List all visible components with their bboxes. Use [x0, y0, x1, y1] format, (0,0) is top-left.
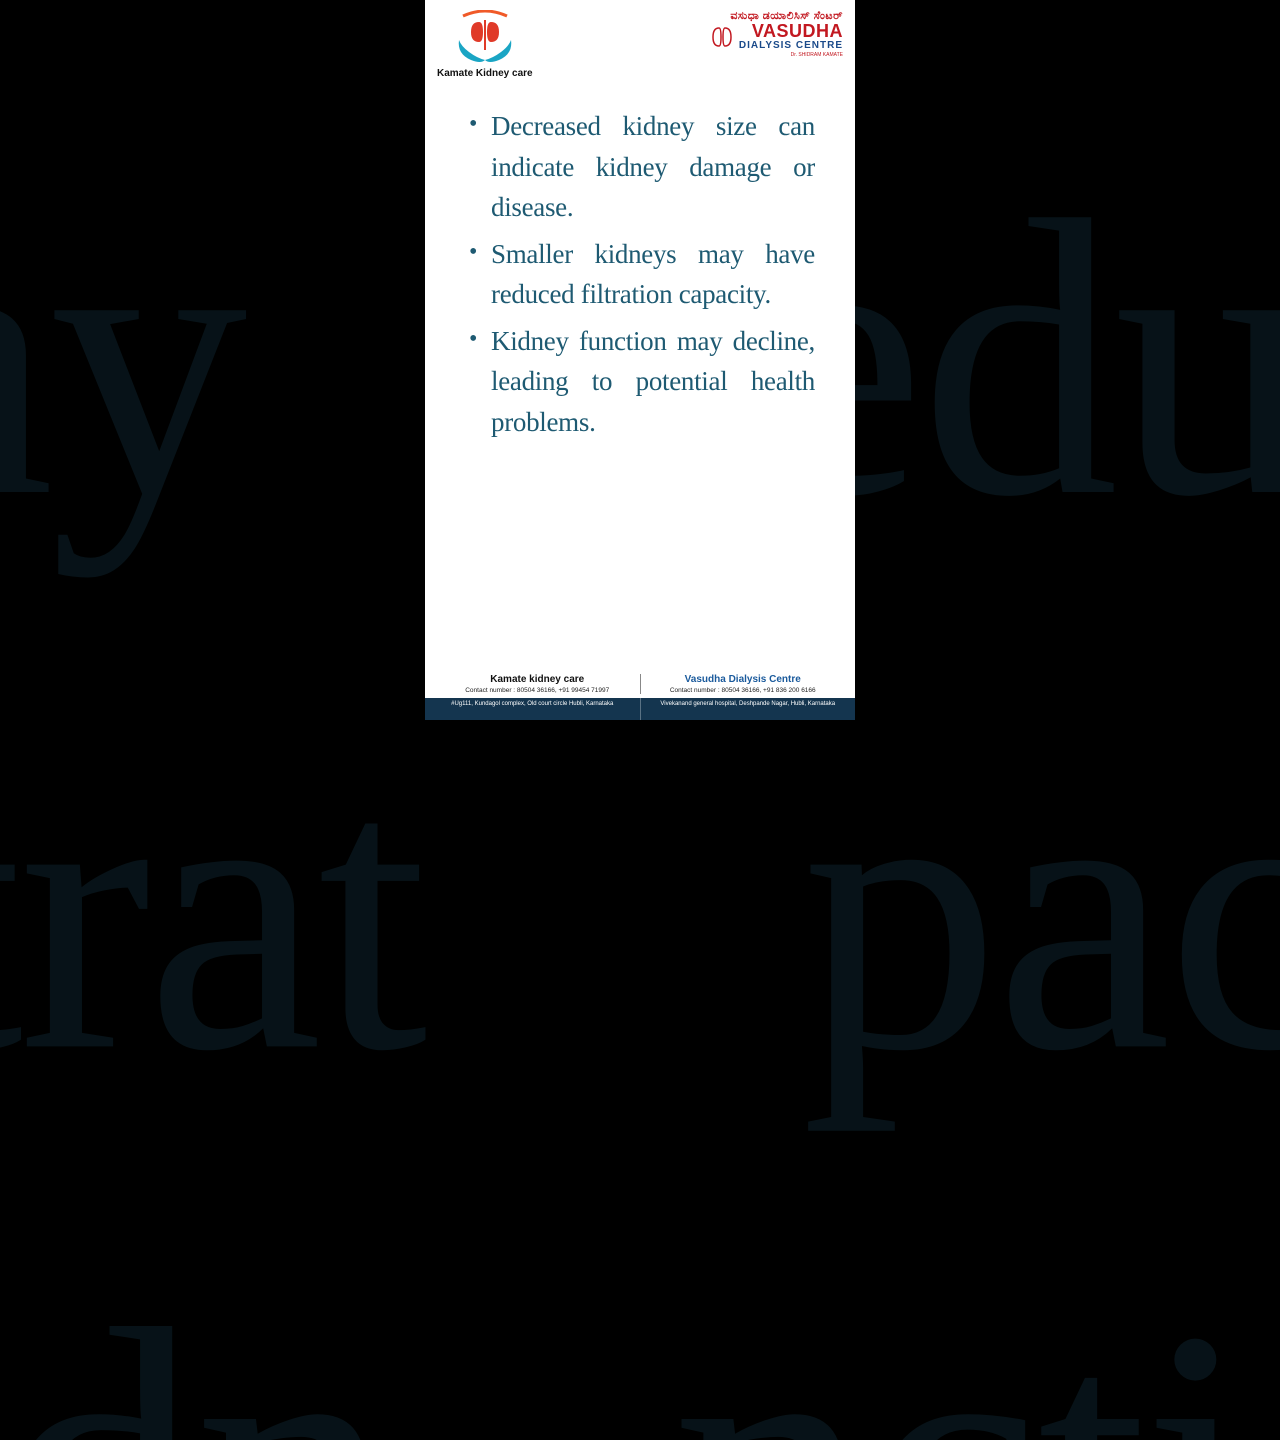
footer-right-col: Vasudha Dialysis Centre Contact number :… [641, 674, 846, 694]
bullet-item: Kidney function may decline, leading to … [465, 321, 815, 443]
bullet-item: Smaller kidneys may have reduced filtrat… [465, 234, 815, 315]
vasudha-title: VASUDHA [739, 23, 843, 40]
left-logo-block: Kamate Kidney care [437, 10, 533, 79]
footer-left-contact: Contact number : 80504 36166, +91 99454 … [441, 687, 634, 694]
doctor-name: Dr. SHIDRAM KAMATE [709, 52, 843, 58]
content-area: Decreased kidney size can indicate kidne… [425, 96, 855, 670]
kidney-hands-icon [453, 10, 517, 66]
footer-left-col: Kamate kidney care Contact number : 8050… [435, 674, 641, 694]
card-footer: Kamate kidney care Contact number : 8050… [425, 670, 855, 720]
card-header: Kamate Kidney care ವಸುಧಾ ಡಯಾಲಿಸಿಸ್ ಸೆಂಟರ… [425, 0, 855, 96]
footer-right-name: Vasudha Dialysis Centre [647, 674, 840, 685]
footer-address-bar: #Ug111, Kundagol complex, Old court circ… [425, 698, 855, 720]
bullet-item: Decreased kidney size can indicate kidne… [465, 106, 815, 228]
footer-contacts-row: Kamate kidney care Contact number : 8050… [425, 674, 855, 698]
right-logo-block: ವಸುಧಾ ಡಯಾಲಿಸಿಸ್ ಸೆಂಟರ್ VASUDHA DIALYSIS … [709, 10, 843, 58]
footer-left-address: #Ug111, Kundagol complex, Old court circ… [425, 698, 640, 720]
info-card: Kamate Kidney care ವಸುಧಾ ಡಯಾಲಿಸಿಸ್ ಸೆಂಟರ… [425, 0, 855, 720]
kidney-pair-icon [709, 24, 735, 50]
dialysis-subtitle: DIALYSIS CENTRE [739, 40, 843, 51]
left-logo-caption: Kamate Kidney care [437, 68, 533, 79]
footer-left-name: Kamate kidney care [441, 674, 634, 685]
footer-right-contact: Contact number : 80504 36166, +91 836 20… [647, 687, 840, 694]
footer-right-address: Vivekanand general hospital, Deshpande N… [641, 698, 856, 720]
bullet-list: Decreased kidney size can indicate kidne… [465, 106, 815, 442]
